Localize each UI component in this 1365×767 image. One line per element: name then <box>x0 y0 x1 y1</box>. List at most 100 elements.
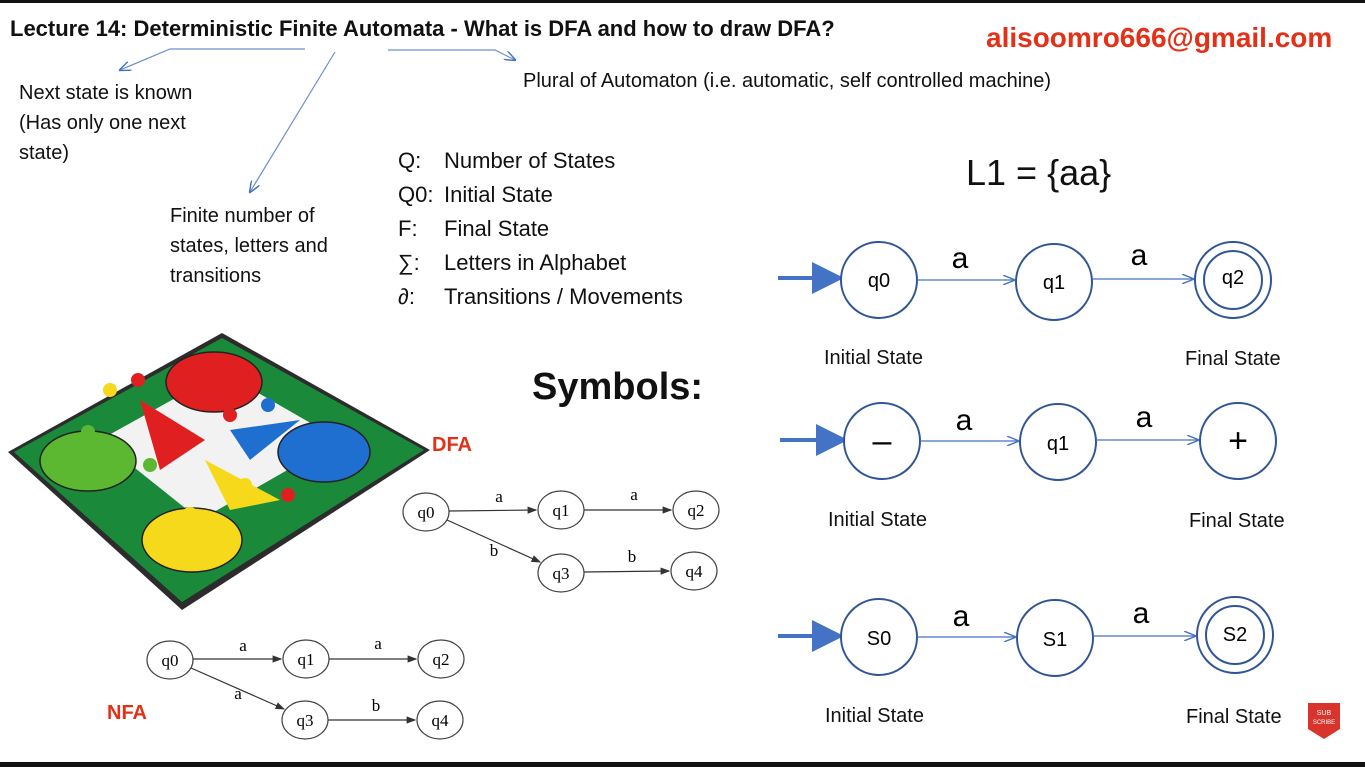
initial-state-caption: Initial State <box>825 705 924 727</box>
nfa-example: q0 q1 q2 q3 q4 a a a b <box>146 634 465 740</box>
definition-text: Transitions / Movements <box>444 284 683 309</box>
machine-1: q0 q1 q2 a a <box>778 239 1272 321</box>
state-circle <box>416 700 464 740</box>
dfa-example: q0 q1 q2 q3 q4 a a b b <box>402 485 720 593</box>
symbols-heading: Symbols: <box>532 366 704 408</box>
state-label: q2 <box>1222 267 1244 289</box>
transition-label: a <box>495 487 503 506</box>
final-state-outer <box>1194 241 1272 319</box>
state-circle <box>417 639 465 679</box>
definition-symbol: Q: <box>398 148 422 173</box>
definition-symbol: ∂: <box>398 284 415 309</box>
machine-2: – q1 + a a <box>780 401 1277 481</box>
transition-label: a <box>1136 401 1153 434</box>
state-label: S2 <box>1223 624 1247 646</box>
transition-arrow <box>446 519 542 563</box>
state-label: q2 <box>688 501 705 520</box>
final-state-inner <box>1205 605 1265 665</box>
note-deterministic: Next state is known (Has only one next s… <box>19 82 193 164</box>
note-finite: Finite number of states, letters and tra… <box>170 205 328 287</box>
top-border <box>0 0 1365 3</box>
badge-text: SCRIBE <box>1313 720 1335 726</box>
note-automata: Plural of Automaton (i.e. automatic, sel… <box>523 70 1052 92</box>
transition-label: a <box>374 634 382 653</box>
state-label: q0 <box>162 651 179 670</box>
definition-row: ∂: Transitions / Movements <box>398 280 683 314</box>
initial-state-caption: Initial State <box>824 347 923 369</box>
automata-pointer <box>388 49 515 60</box>
state-label: S0 <box>867 628 891 650</box>
final-state-caption: Final State <box>1186 706 1282 728</box>
state-label: q1 <box>1047 433 1069 455</box>
transition-label: a <box>239 636 247 655</box>
state-label: – <box>873 422 892 460</box>
finite-pointer <box>250 51 336 192</box>
definition-symbol: Q0: <box>398 182 434 207</box>
transition-label: a <box>630 485 638 504</box>
definition-row: ∑: Letters in Alphabet <box>398 246 683 280</box>
state-label: q1 <box>298 650 315 669</box>
definition-symbol: ∑: <box>398 250 420 275</box>
definitions-list: Q: Number of States Q0: Initial State F: Fi… <box>398 144 683 314</box>
title-annotation-lines <box>120 48 515 192</box>
lecture-title: Lecture 14: Deterministic Finite Automat… <box>10 16 835 41</box>
state-label: q2 <box>433 650 450 669</box>
transition-label: a <box>953 600 970 633</box>
final-state-caption: Final State <box>1185 348 1281 370</box>
red-home <box>165 351 263 413</box>
machine-3: S0 S1 S2 a a <box>778 596 1274 677</box>
state-label: q1 <box>1043 272 1065 294</box>
definition-text: Initial State <box>444 182 553 207</box>
language-definition: L1 = {aa} <box>966 152 1112 193</box>
author-email: alisoomro666@gmail.com <box>986 22 1333 53</box>
transition-arrow <box>583 567 671 575</box>
state-circle <box>1199 402 1277 480</box>
state-label: q4 <box>686 562 704 581</box>
transition-arrow <box>448 506 538 514</box>
transition-label: a <box>1133 597 1150 630</box>
state-circle <box>1019 403 1097 481</box>
transition-label: a <box>952 242 969 275</box>
final-state-inner <box>1203 250 1263 310</box>
state-label: q0 <box>418 503 435 522</box>
definition-text: Final State <box>444 216 550 241</box>
blue-home <box>277 421 371 483</box>
definition-symbol: F: <box>398 216 418 241</box>
state-label: q1 <box>553 501 570 520</box>
dfa-label: DFA <box>432 434 472 456</box>
definition-row: Q0: Initial State <box>398 178 683 212</box>
state-label: q3 <box>297 711 314 730</box>
green-home <box>39 430 137 492</box>
nfa-label: NFA <box>107 702 147 724</box>
transition-label: b <box>372 696 381 715</box>
state-label: q3 <box>553 564 570 583</box>
state-circle <box>1016 599 1094 677</box>
transition-arrow <box>190 667 286 710</box>
final-state-caption: Final State <box>1189 510 1285 532</box>
state-circle <box>670 551 718 591</box>
transition-label: b <box>628 547 637 566</box>
subscribe-icon: SUB SCRIBE <box>1308 703 1340 739</box>
transition-label: a <box>234 684 242 703</box>
transition-label: b <box>490 541 499 560</box>
definition-row: F: Final State <box>398 212 683 246</box>
definition-row: Q: Number of States <box>398 144 683 178</box>
initial-state-caption: Initial State <box>828 509 927 531</box>
subscribe-badge[interactable]: SUB SCRIBE <box>1306 701 1342 741</box>
final-state-outer <box>1196 596 1274 674</box>
state-circle <box>146 640 194 680</box>
transition-label: a <box>956 404 973 437</box>
bottom-border <box>0 762 1365 767</box>
definition-text: Letters in Alphabet <box>444 250 627 275</box>
definition-text: Number of States <box>444 148 616 173</box>
state-circle <box>402 492 450 532</box>
state-circle <box>537 553 585 593</box>
state-label: q0 <box>868 270 890 292</box>
ludo-board-illustration <box>8 333 430 610</box>
state-label: q4 <box>432 711 450 730</box>
state-circle <box>672 490 720 530</box>
state-circle <box>1015 243 1093 321</box>
badge-text: SUB <box>1317 710 1332 717</box>
state-label: S1 <box>1043 629 1067 651</box>
